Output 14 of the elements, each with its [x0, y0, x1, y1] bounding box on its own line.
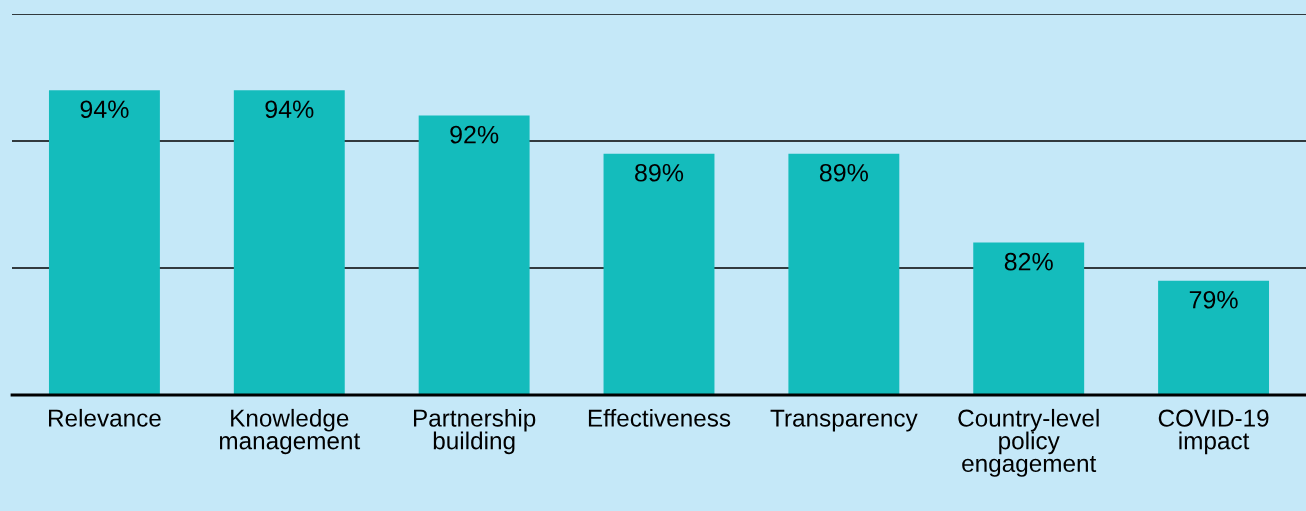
data-label: 92% [450, 125, 499, 144]
data-label: 79% [1189, 290, 1238, 309]
data-label: 89% [819, 163, 868, 182]
x-tick-label: Effectiveness [588, 408, 731, 427]
x-tick-label: Transparency [770, 409, 918, 432]
data-label: 94% [265, 100, 314, 119]
x-tick-label: Relevance [49, 408, 161, 427]
x-tick-label: Partnership building [413, 408, 536, 455]
x-tick-label: Country-level policy engagement [958, 408, 1099, 477]
data-label: 89% [635, 163, 684, 182]
x-tick-label: Knowledge management [219, 408, 361, 455]
data-label: 94% [80, 100, 129, 119]
data-label: 82% [1004, 252, 1053, 271]
x-tick-label: COVID-19 impact [1158, 409, 1269, 455]
